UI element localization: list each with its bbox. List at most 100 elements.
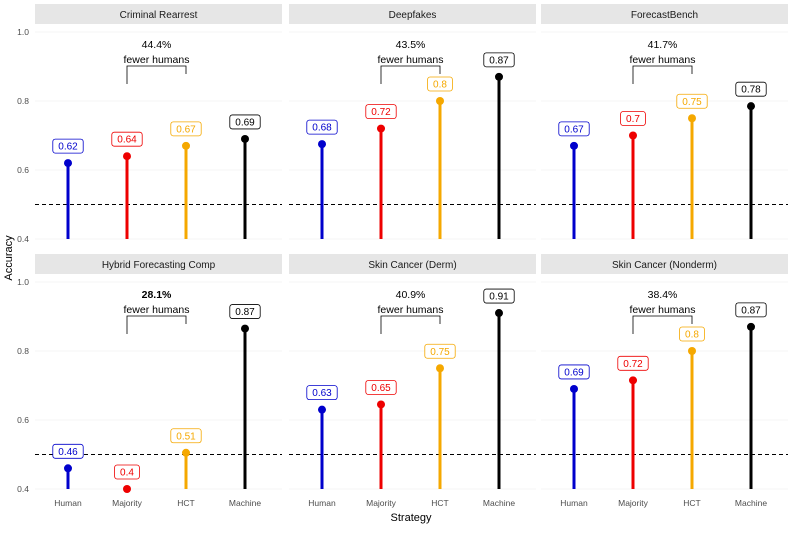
panel-strip [289, 4, 536, 24]
data-label: 0.72 [623, 359, 643, 370]
x-tick-label: Machine [229, 498, 261, 508]
panel-title: Deepfakes [389, 10, 437, 21]
lollipop-dot [182, 448, 190, 457]
panel: ForecastBench 0.67 0.7 0.75 0.78 41.7% fewer h… [541, 4, 788, 240]
annotation-bracket [632, 65, 693, 84]
annotation-percent: 28.1% [142, 289, 172, 301]
data-label: 0.51 [176, 431, 196, 442]
x-tick-label: HCT [177, 498, 194, 508]
data-label-box [365, 380, 397, 395]
x-tick-label: Human [308, 498, 336, 508]
data-label-box [617, 355, 649, 371]
data-label-box [679, 326, 705, 342]
data-label-box [111, 131, 143, 147]
annotation-percent: 43.5% [396, 39, 426, 51]
lollipop-dot [570, 384, 578, 393]
lollipop-dot [123, 152, 131, 161]
panel: Deepfakes 0.68 0.72 0.8 0.87 43.5% fewer human… [289, 4, 536, 240]
data-label: 0.91 [489, 292, 509, 303]
annotation-text: fewer humans [124, 54, 190, 66]
data-label: 0.7 [626, 114, 640, 125]
panel: Skin Cancer (Derm) 0.63 0.65 0.75 0.91 40.9% f… [289, 254, 536, 508]
annotation-text: fewer humans [630, 54, 696, 66]
y-tick-label: 0.4 [17, 234, 29, 244]
lollipop-dot [629, 131, 637, 140]
lollipop-dot [570, 141, 578, 150]
data-label: 0.46 [58, 447, 78, 458]
data-label-box [427, 76, 453, 92]
data-label: 0.4 [120, 468, 134, 479]
data-label-box [676, 93, 708, 109]
panel-title: Skin Cancer (Nonderm) [612, 260, 717, 271]
data-label-box [306, 119, 338, 135]
data-label: 0.67 [564, 124, 584, 135]
annotation-percent: 44.4% [142, 39, 172, 51]
panel-strip [541, 254, 788, 274]
lollipop-dot [64, 159, 72, 168]
panel-title: Skin Cancer (Derm) [368, 260, 456, 271]
lollipop-dot [747, 322, 755, 331]
annotation-bracket [126, 65, 187, 84]
x-tick-label: Majority [112, 498, 143, 508]
x-tick-label: Human [54, 498, 82, 508]
data-label: 0.62 [58, 142, 78, 153]
panel-strip [35, 4, 282, 24]
annotation-text: fewer humans [124, 304, 190, 316]
annotation-bracket [380, 65, 441, 84]
data-label: 0.75 [430, 347, 450, 358]
x-axis-title: Strategy [391, 512, 432, 524]
data-label: 0.87 [235, 307, 255, 318]
data-label-box [170, 428, 202, 444]
annotation-bracket [380, 315, 441, 334]
annotation-text: fewer humans [630, 304, 696, 316]
lollipop-dot [495, 309, 503, 318]
data-label-box [52, 443, 84, 459]
annotation-bracket [632, 315, 693, 334]
data-label-box [306, 385, 338, 401]
y-tick-label: 0.8 [17, 96, 29, 106]
lollipop-dot [241, 324, 249, 333]
lollipop-dot [495, 72, 503, 81]
panel-strip [35, 254, 282, 274]
data-label-box [558, 364, 590, 380]
data-label-box [735, 302, 767, 318]
data-label: 0.87 [741, 305, 761, 316]
data-label-box [483, 52, 515, 68]
lollipop-dot [318, 405, 326, 414]
annotation-bracket [126, 315, 187, 334]
lollipop-dot [688, 114, 696, 123]
y-tick-label: 0.8 [17, 346, 29, 356]
data-label-box [229, 114, 261, 130]
x-tick-label: Machine [483, 498, 515, 508]
data-label-box [424, 343, 456, 359]
y-tick-label: 1.0 [17, 27, 29, 37]
data-label: 0.72 [371, 107, 391, 118]
data-label-box [229, 304, 261, 319]
panel-strip [289, 254, 536, 274]
lollipop-dot [318, 140, 326, 149]
data-label-box [114, 464, 140, 480]
panel-strip [541, 4, 788, 24]
annotation-text: fewer humans [378, 54, 444, 66]
data-label: 0.8 [685, 330, 699, 341]
data-label: 0.65 [371, 383, 391, 394]
data-label: 0.78 [741, 85, 761, 96]
data-label: 0.67 [176, 124, 196, 135]
lollipop-dot [377, 400, 385, 409]
y-tick-label: 0.6 [17, 415, 29, 425]
x-tick-label: HCT [431, 498, 448, 508]
y-tick-label: 0.4 [17, 484, 29, 494]
panel: Hybrid Forecasting Comp 0.4 0.6 0.8 1.0 0.46 0… [17, 254, 282, 508]
data-label: 0.64 [117, 135, 137, 146]
annotation-percent: 38.4% [648, 289, 678, 301]
x-tick-label: Machine [735, 498, 767, 508]
data-label: 0.87 [489, 55, 509, 66]
y-tick-label: 0.6 [17, 165, 29, 175]
lollipop-dot [182, 141, 190, 150]
x-tick-label: Human [560, 498, 588, 508]
x-tick-label: HCT [683, 498, 700, 508]
data-label-box [483, 288, 515, 304]
data-label-box [735, 81, 767, 97]
